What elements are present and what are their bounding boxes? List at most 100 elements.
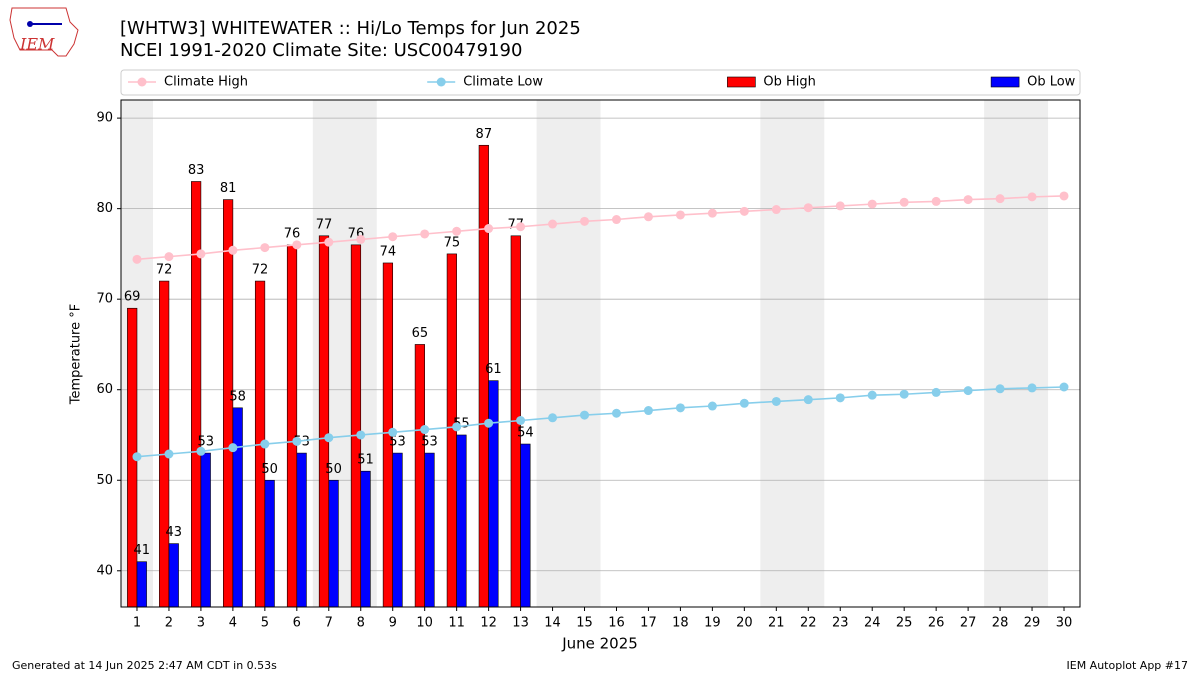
line-marker [260, 243, 270, 253]
x-tick-label: 16 [608, 616, 625, 631]
y-tick-label: 50 [96, 473, 113, 488]
bar [232, 407, 243, 608]
bar [159, 280, 170, 608]
bar-value-label: 50 [325, 462, 342, 477]
x-tick-label: 4 [229, 616, 237, 631]
bar-value-label: 77 [316, 217, 333, 232]
x-tick-label: 14 [544, 616, 561, 631]
line-marker [1027, 192, 1037, 202]
legend-swatch [137, 77, 147, 87]
bar [456, 434, 467, 608]
line-marker [867, 199, 877, 209]
line-marker [931, 387, 941, 397]
legend-label: Ob Low [1027, 75, 1076, 90]
line-marker [164, 252, 174, 262]
line-marker [132, 452, 142, 462]
x-tick-label: 6 [293, 616, 301, 631]
bar-value-label: 53 [197, 435, 214, 450]
y-axis-label: Temperature °F [69, 304, 84, 405]
line-marker [132, 254, 142, 264]
x-tick-label: 19 [704, 616, 721, 631]
bar [264, 479, 275, 608]
chart-title: [WHTW3] WHITEWATER :: Hi/Lo Temps for Ju… [120, 18, 581, 39]
x-tick-label: 22 [800, 616, 817, 631]
line-marker [420, 425, 430, 435]
x-tick-label: 26 [928, 616, 945, 631]
bar [200, 452, 211, 608]
bar-value-label: 81 [220, 181, 237, 196]
legend-swatch [727, 76, 756, 88]
bar-value-label: 76 [284, 226, 301, 241]
legend-label: Ob High [763, 75, 816, 90]
line-marker [452, 226, 462, 236]
line-marker [963, 195, 973, 205]
line-marker [611, 215, 621, 225]
footer-right: IEM Autoplot App #17 [1067, 659, 1189, 672]
line-marker [643, 212, 653, 222]
line-marker [388, 232, 398, 242]
bar-value-label: 74 [380, 244, 397, 259]
line-marker [995, 194, 1005, 204]
bar [392, 452, 403, 608]
x-tick-label: 18 [672, 616, 689, 631]
bar [414, 344, 425, 608]
line-marker [580, 410, 590, 420]
line-marker [356, 430, 366, 440]
bar-value-label: 54 [517, 426, 534, 441]
x-tick-label: 29 [1024, 616, 1041, 631]
y-tick-label: 80 [96, 201, 113, 216]
weekend-shade [984, 100, 1049, 607]
x-tick-label: 17 [640, 616, 657, 631]
logo-text: IEM [19, 35, 55, 54]
legend-label: Climate Low [463, 75, 543, 90]
line-marker [611, 408, 621, 418]
y-tick-label: 70 [96, 292, 113, 307]
x-tick-label: 30 [1056, 616, 1073, 631]
line-marker [452, 422, 462, 432]
legend-swatch [436, 77, 446, 87]
legend-frame [120, 69, 1081, 96]
y-tick-label: 40 [96, 563, 113, 578]
line-marker [739, 398, 749, 408]
y-tick-label: 60 [96, 382, 113, 397]
x-tick-label: 7 [325, 616, 333, 631]
bar-value-label: 65 [412, 326, 429, 341]
bar-value-label: 51 [357, 453, 374, 468]
bar-value-label: 69 [124, 290, 141, 305]
line-marker [484, 418, 494, 428]
bar-value-label: 61 [485, 362, 502, 377]
bar-value-label: 53 [389, 435, 406, 450]
line-marker [1059, 191, 1069, 201]
line-marker [324, 433, 334, 443]
x-tick-label: 5 [261, 616, 269, 631]
bar-value-label: 41 [134, 543, 151, 558]
iem-logo: IEM [9, 7, 79, 57]
line-marker [803, 203, 813, 213]
line-marker [292, 436, 302, 446]
bar-value-label: 87 [476, 127, 493, 142]
line-marker [228, 443, 238, 453]
x-tick-label: 27 [960, 616, 977, 631]
line-marker [516, 222, 526, 232]
weekend-shade [536, 100, 601, 607]
line-marker [707, 208, 717, 218]
line-marker [388, 427, 398, 437]
x-tick-label: 13 [512, 616, 529, 631]
line-marker [260, 439, 270, 449]
x-axis-label: June 2025 [561, 635, 638, 653]
bar [168, 543, 179, 608]
x-tick-label: 8 [357, 616, 365, 631]
bar-value-label: 72 [156, 263, 173, 278]
line-marker [835, 393, 845, 403]
line-marker [548, 413, 558, 423]
line-marker [867, 390, 877, 400]
chart-subtitle: NCEI 1991-2020 Climate Site: USC00479190 [120, 40, 522, 61]
bar-value-label: 75 [444, 235, 461, 250]
bar-value-label: 83 [188, 163, 205, 178]
line-marker [803, 395, 813, 405]
footer-left: Generated at 14 Jun 2025 2:47 AM CDT in … [12, 659, 277, 672]
line-marker [675, 403, 685, 413]
bar-value-label: 58 [229, 389, 246, 404]
bar [296, 452, 307, 608]
